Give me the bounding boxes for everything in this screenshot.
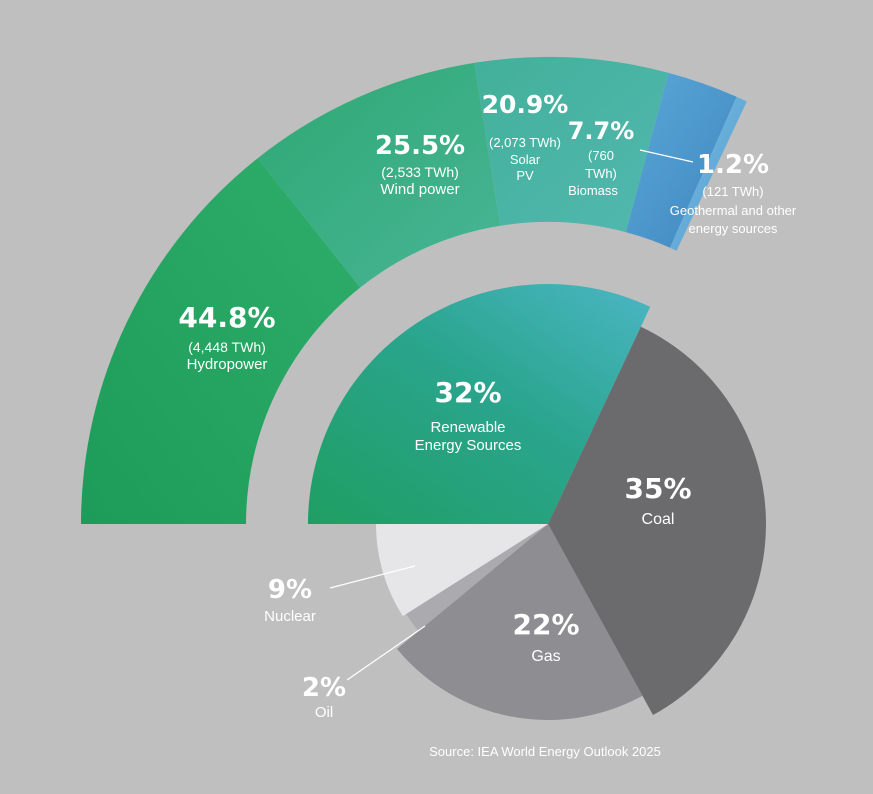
pie-slice-nuc	[376, 524, 548, 617]
pie-label-ren-l1: Renewable	[430, 419, 505, 436]
pie-slice-ren	[308, 283, 651, 524]
arc-segment-geo	[669, 96, 747, 251]
arc-label-hydro: Hydropower	[187, 356, 268, 373]
arc-twh-wind: (2,533 TWh)	[381, 164, 459, 180]
arc-twh-bio-l1: (760	[588, 148, 614, 163]
leader-line-nuc	[329, 565, 416, 589]
source-note: Source: IEA World Energy Outlook 2025	[429, 744, 661, 759]
arc-pct-wind: 25.5%	[375, 131, 465, 161]
arc-pct-hydro: 44.8%	[178, 301, 275, 334]
pie-slice-coal	[548, 326, 766, 716]
pie-label-ren-l2: Energy Sources	[415, 437, 522, 454]
pie-pct-nuc: 9%	[268, 575, 312, 605]
arc-twh-solar: (2,073 TWh)	[489, 135, 561, 150]
pie-label-nuc: Nuclear	[264, 608, 316, 625]
pie-pct-oil: 2%	[302, 673, 346, 703]
arc-label-bio: Biomass	[568, 183, 618, 198]
arc-segment-hydro	[81, 158, 361, 525]
pie-pct-gas: 22%	[512, 608, 579, 641]
arc-segment-solar	[474, 56, 669, 233]
arc-twh-bio-l2: TWh)	[585, 166, 617, 181]
arc-twh-hydro: (4,448 TWh)	[188, 339, 266, 355]
arc-pct-solar: 20.9%	[482, 90, 569, 119]
pie-slice-oil	[406, 524, 548, 632]
leader-line-geo	[639, 149, 694, 163]
arc-segment-wind	[257, 62, 501, 288]
pie-label-oil: Oil	[315, 704, 333, 721]
arc-pct-geo: 1.2%	[697, 150, 769, 180]
pie-pct-coal: 35%	[624, 472, 691, 505]
arc-label-solar-l2: PV	[516, 168, 534, 183]
pie-label-coal: Coal	[642, 511, 675, 528]
arc-label-geo-l2: energy sources	[689, 221, 778, 236]
energy-pie	[308, 283, 766, 720]
arc-twh-geo: (121 TWh)	[702, 184, 763, 199]
arc-label-geo-l1: Geothermal and other	[670, 203, 797, 218]
leader-line-oil	[346, 625, 426, 681]
arc-label-solar-l1: Solar	[510, 152, 541, 167]
pie-slice-gas	[396, 524, 643, 720]
pie-label-gas: Gas	[531, 648, 560, 665]
arc-label-wind: Wind power	[380, 181, 459, 198]
arc-pct-bio: 7.7%	[568, 117, 635, 145]
arc-segment-bio	[625, 72, 737, 248]
renewables-arc	[81, 56, 747, 525]
pie-pct-ren: 32%	[434, 376, 501, 409]
